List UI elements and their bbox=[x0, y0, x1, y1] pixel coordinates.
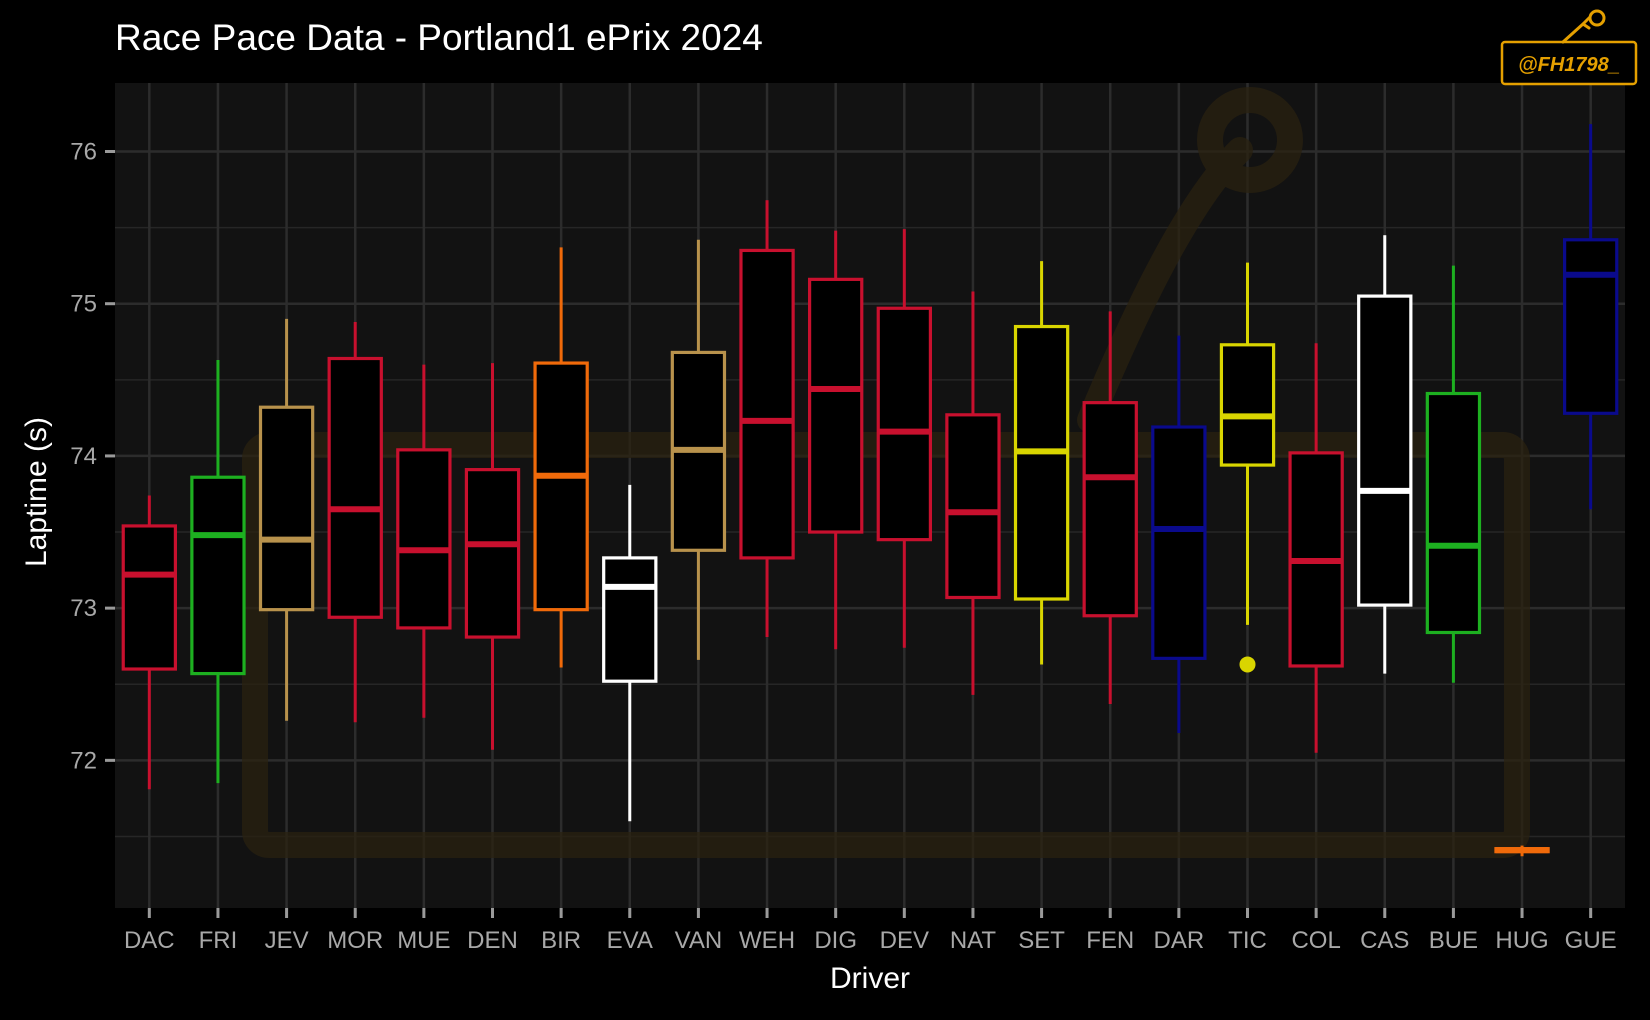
x-tick-label: TIC bbox=[1228, 927, 1267, 954]
iqr-box bbox=[533, 361, 589, 612]
y-tick-label: 74 bbox=[70, 443, 97, 470]
box-dac bbox=[121, 495, 178, 790]
y-tick-label: 72 bbox=[70, 747, 97, 774]
x-tick-label: BUE bbox=[1429, 927, 1478, 954]
iqr-box bbox=[1082, 401, 1138, 618]
iqr-box bbox=[1151, 425, 1207, 660]
box-col bbox=[1288, 343, 1344, 753]
box-mor bbox=[327, 321, 383, 723]
x-axis-title: Driver bbox=[830, 962, 910, 995]
box-cas bbox=[1357, 235, 1413, 674]
y-tick-label: 76 bbox=[70, 138, 97, 165]
iqr-box bbox=[945, 413, 1001, 600]
x-tick-label: JEV bbox=[265, 927, 309, 954]
x-tick-label: CAS bbox=[1360, 927, 1409, 954]
x-tick-label: COL bbox=[1291, 927, 1340, 954]
outlier-point bbox=[1239, 656, 1256, 673]
y-tick-label: 75 bbox=[70, 291, 97, 318]
box-dig bbox=[807, 230, 864, 650]
box-dar bbox=[1151, 335, 1207, 733]
iqr-box bbox=[1013, 324, 1070, 601]
x-tick-label: HUG bbox=[1495, 927, 1548, 954]
x-tick-label: WEH bbox=[739, 927, 795, 954]
iqr-box bbox=[121, 524, 178, 671]
logo-frame bbox=[1500, 40, 1638, 86]
key-icon bbox=[1561, 16, 1591, 44]
iqr-box bbox=[1357, 294, 1413, 607]
box-set bbox=[1013, 261, 1070, 665]
iqr-box bbox=[190, 475, 246, 676]
x-tick-label: SET bbox=[1018, 927, 1065, 954]
box-mue bbox=[396, 364, 452, 718]
x-tick-label: FRI bbox=[199, 927, 238, 954]
logo-handle: @FH1798_ bbox=[1518, 54, 1620, 76]
iqr-box bbox=[739, 248, 795, 560]
iqr-box bbox=[1425, 391, 1482, 635]
box-gue bbox=[1562, 124, 1619, 510]
x-tick-label: DEV bbox=[880, 927, 929, 954]
x-tick-label: DAR bbox=[1154, 927, 1205, 954]
x-tick-label: DIG bbox=[814, 927, 857, 954]
iqr-box bbox=[1219, 343, 1276, 467]
box-hug bbox=[1494, 845, 1550, 857]
y-axis-title: Laptime (s) bbox=[20, 417, 53, 567]
x-tick-label: VAN bbox=[675, 927, 723, 954]
x-tick-label: MUE bbox=[397, 927, 450, 954]
iqr-box bbox=[602, 556, 658, 683]
x-tick-label: GUE bbox=[1565, 927, 1617, 954]
x-tick-label: MOR bbox=[327, 927, 383, 954]
x-tick-label: FEN bbox=[1086, 927, 1134, 954]
box-jev bbox=[258, 318, 315, 721]
key-ring-icon bbox=[1588, 9, 1606, 27]
x-tick-label: DEN bbox=[467, 927, 518, 954]
box-weh bbox=[739, 200, 795, 638]
box-van bbox=[670, 239, 727, 660]
box-eva bbox=[602, 484, 658, 822]
box-tic bbox=[1219, 262, 1276, 673]
box-fen bbox=[1082, 311, 1138, 705]
box-bue bbox=[1425, 265, 1482, 683]
x-tick-label: BIR bbox=[541, 927, 581, 954]
x-tick-label: EVA bbox=[607, 927, 653, 954]
box-bir bbox=[533, 247, 589, 668]
x-tick-label: DAC bbox=[124, 927, 175, 954]
logo-badge: @FH1798_ bbox=[1500, 9, 1638, 86]
iqr-box bbox=[258, 405, 315, 612]
iqr-box bbox=[876, 306, 933, 542]
box-dev bbox=[876, 229, 933, 648]
y-tick-label: 73 bbox=[70, 595, 97, 622]
box-den bbox=[464, 363, 521, 750]
axes-layer: 72 73 74 75 76 DAC FRI JEV MOR MUE DEN BIR EVA VAN WEH… bbox=[70, 138, 1616, 954]
iqr-box bbox=[464, 468, 521, 639]
box-fri bbox=[190, 360, 246, 784]
iqr-box bbox=[396, 448, 452, 630]
iqr-box bbox=[807, 277, 864, 534]
box-nat bbox=[945, 291, 1001, 695]
iqr-box bbox=[1562, 238, 1619, 415]
chart-title: Race Pace Data - Portland1 ePrix 2024 bbox=[115, 17, 763, 58]
box-layer bbox=[121, 124, 1619, 857]
x-tick-label: NAT bbox=[950, 927, 997, 954]
iqr-box bbox=[327, 356, 383, 619]
